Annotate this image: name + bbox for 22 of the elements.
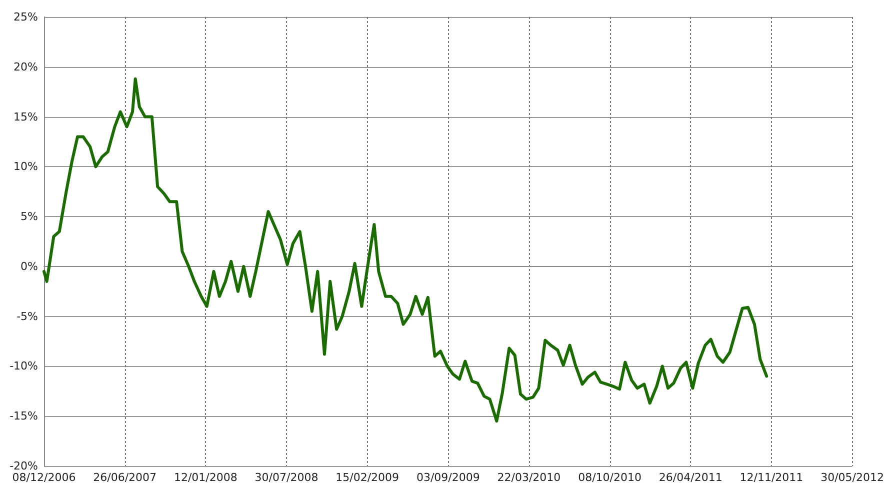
- x-tick-label: 30/07/2008: [254, 471, 318, 483]
- x-tick-label: 12/11/2011: [740, 471, 804, 483]
- y-tick-label: 25%: [14, 10, 38, 24]
- y-tick-label: -5%: [16, 310, 38, 323]
- y-tick-label: 10%: [14, 160, 38, 174]
- line-series: [42, 77, 768, 423]
- y-tick-label: -10%: [10, 360, 38, 373]
- y-tick-label: -15%: [10, 410, 38, 423]
- y-tick-label: 5%: [20, 210, 38, 224]
- x-tick-label: 26/04/2011: [658, 471, 722, 483]
- x-tick-label: 15/02/2009: [336, 471, 400, 483]
- x-tick-label: 08/12/2006: [12, 471, 76, 483]
- y-tick-label: -20%: [10, 460, 38, 472]
- x-tick-label: 22/03/2010: [497, 471, 561, 483]
- x-tick-label: 03/09/2009: [416, 471, 480, 483]
- y-tick-label: 15%: [14, 110, 38, 124]
- x-tick-label: 26/06/2007: [93, 471, 157, 483]
- y-tick-label: 0%: [20, 260, 38, 273]
- x-tick-label: 30/05/2012: [820, 471, 884, 483]
- x-tick-label: 08/10/2010: [578, 471, 642, 483]
- y-tick-label: 20%: [14, 60, 38, 74]
- x-tick-label: 12/01/2008: [174, 471, 238, 483]
